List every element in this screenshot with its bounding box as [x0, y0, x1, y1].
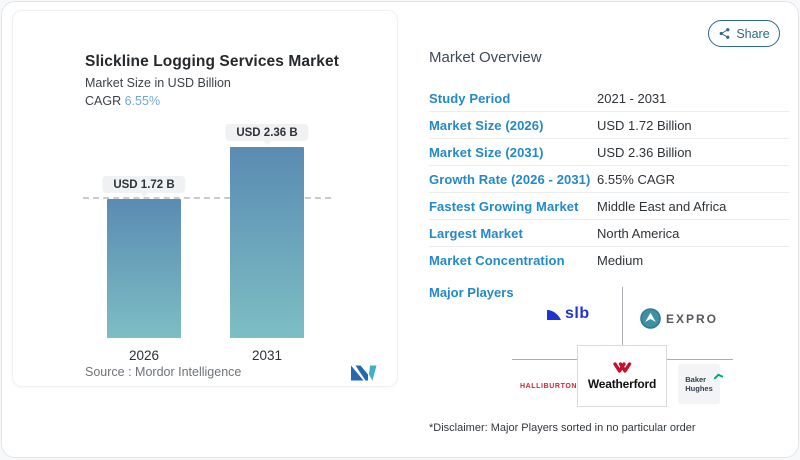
weatherford-w-icon — [612, 361, 632, 374]
bar-2031 — [230, 147, 304, 338]
row-label: Market Size (2026) — [429, 117, 544, 133]
table-row: Largest Market North America — [429, 220, 789, 247]
baker-hughes-line1: Baker — [685, 374, 707, 384]
market-overview-table: Study Period 2021 - 2031 Market Size (20… — [429, 85, 789, 274]
cagr-label: CAGR — [85, 94, 122, 108]
slb-swoosh-icon — [546, 307, 563, 322]
x-axis-label-2026: 2026 — [128, 348, 160, 363]
halliburton-logo: HALLIBURTON — [520, 383, 578, 390]
connector-horizontal-line-left — [512, 359, 577, 360]
connector-horizontal-line-right — [667, 359, 733, 360]
slb-logo: slb — [546, 306, 590, 322]
table-row: Market Size (2031) USD 2.36 Billion — [429, 139, 789, 166]
row-value: 6.55% CAGR — [597, 171, 676, 187]
row-label: Largest Market — [429, 225, 523, 241]
bar-chart-plot: USD 1.72 B 2026 USD 2.36 B 2031 — [83, 124, 331, 363]
bar-column-2031: USD 2.36 B 2031 — [225, 124, 309, 363]
row-label: Market Concentration — [429, 253, 565, 268]
major-players-disclaimer: *Disclaimer: Major Players sorted in no … — [429, 422, 696, 434]
table-row: Market Concentration Medium — [429, 247, 789, 274]
major-players-label: Major Players — [429, 285, 514, 300]
weatherford-logo-text: Weatherford — [587, 376, 657, 391]
row-label: Fastest Growing Market — [429, 198, 579, 214]
connector-vertical-line — [622, 287, 623, 345]
baker-hughes-logo: Baker Hughes — [685, 373, 723, 394]
chart-subtitle: Market Size in USD Billion — [85, 76, 231, 90]
share-icon — [718, 27, 731, 40]
weatherford-logo-box: Weatherford — [577, 345, 667, 407]
baker-hughes-arrow-icon — [713, 372, 723, 383]
row-value: Medium — [597, 253, 644, 268]
row-value: 2021 - 2031 — [597, 90, 667, 106]
bar-value-pill: USD 1.72 B — [102, 176, 186, 197]
bar-column-2026: USD 1.72 B 2026 — [102, 138, 186, 363]
baker-hughes-line2: Hughes — [685, 384, 713, 393]
table-row: Fastest Growing Market Middle East and A… — [429, 193, 789, 220]
row-value: USD 1.72 Billion — [597, 117, 692, 133]
source-label: Source : — [85, 365, 132, 379]
chart-header: Slickline Logging Services Market Market… — [85, 53, 339, 108]
mordor-intelligence-logo-icon — [351, 365, 377, 384]
share-button-label: Share — [736, 26, 770, 41]
cagr-value: 6.55% — [124, 94, 161, 108]
market-size-chart-card: Slickline Logging Services Market Market… — [12, 10, 398, 387]
table-row: Growth Rate (2026 - 2031) 6.55% CAGR — [429, 166, 789, 193]
row-value: North America — [597, 225, 680, 241]
slb-logo-text: slb — [565, 305, 590, 322]
market-overview-heading: Market Overview — [429, 49, 542, 66]
row-label: Market Size (2031) — [429, 144, 544, 160]
row-value: Middle East and Africa — [597, 198, 727, 214]
expro-globe-icon — [640, 308, 661, 329]
expro-logo-text: EXPRO — [666, 311, 719, 326]
share-button[interactable]: Share — [708, 20, 780, 47]
baker-hughes-logo-box: Baker Hughes — [678, 364, 723, 404]
bar-value-pill: USD 2.36 B — [225, 124, 309, 145]
row-label: Growth Rate (2026 - 2031) — [429, 171, 591, 187]
table-row: Market Size (2026) USD 1.72 Billion — [429, 112, 789, 139]
chart-cagr: CAGR 6.55% — [85, 94, 339, 108]
source-attribution: Source : Mordor Intelligence — [85, 365, 377, 381]
bar-2026 — [107, 199, 181, 338]
table-row: Study Period 2021 - 2031 — [429, 85, 789, 112]
expro-logo: EXPRO — [640, 308, 718, 329]
row-value: USD 2.36 Billion — [597, 144, 692, 160]
row-label: Study Period — [429, 90, 511, 106]
source-value: Mordor Intelligence — [135, 365, 242, 379]
chart-title: Slickline Logging Services Market — [85, 53, 339, 70]
reference-line — [83, 197, 331, 199]
x-axis-label-2031: 2031 — [251, 348, 283, 363]
